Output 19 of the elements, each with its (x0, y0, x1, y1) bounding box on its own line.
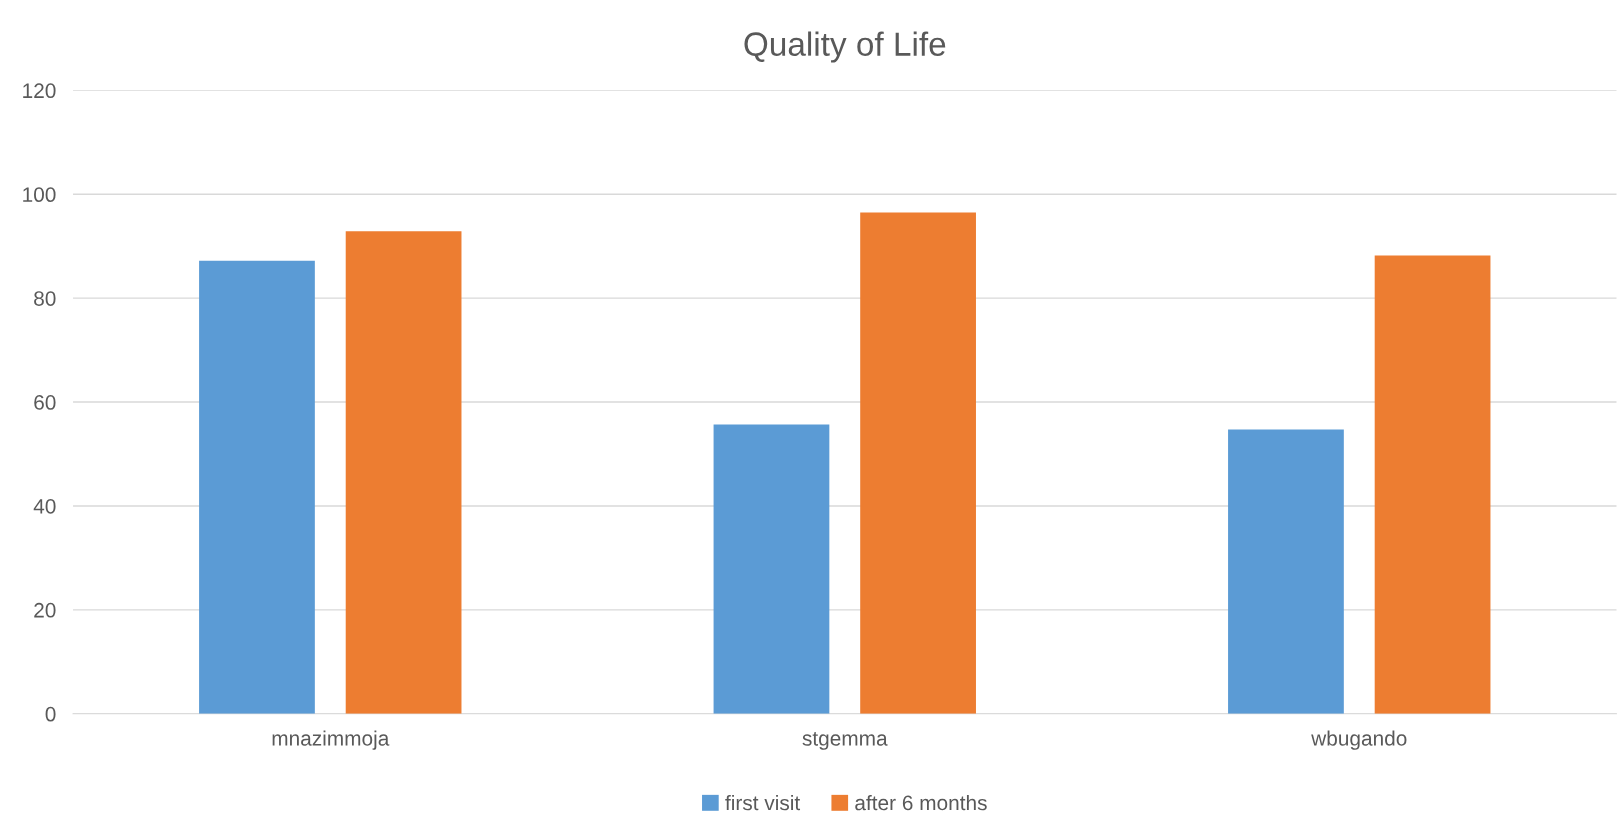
legend-label: after 6 months (855, 794, 987, 811)
y-tick-label: 60 (34, 395, 56, 410)
y-tick-label: 0 (45, 706, 56, 722)
bar (199, 260, 315, 714)
bar (345, 231, 462, 714)
y-tick-label: 40 (33, 498, 56, 514)
x-tick-label: wbugando (1311, 730, 1407, 750)
y-tick-label: 80 (34, 291, 56, 306)
bar (1374, 255, 1491, 714)
bar (713, 424, 830, 714)
bar (1228, 429, 1344, 714)
x-tick-label: stgemma (802, 732, 888, 750)
legend-label: first visit (725, 794, 801, 811)
y-tick-label: 20 (34, 602, 56, 618)
chart-title: Quality of Life (744, 31, 946, 63)
y-tick-label: 120 (23, 83, 56, 99)
x-tick-label: mnazimmoja (272, 730, 390, 750)
bar (860, 212, 976, 714)
y-tick-label: 100 (23, 187, 56, 203)
